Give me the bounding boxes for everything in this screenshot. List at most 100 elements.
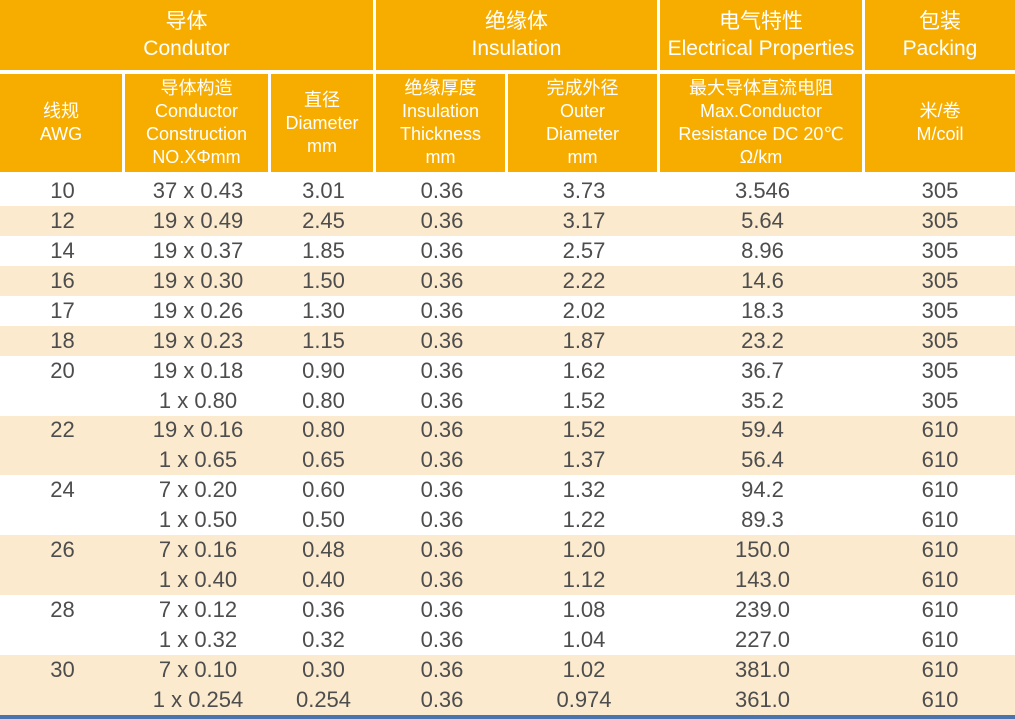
table-cell: 14 bbox=[50, 237, 75, 263]
table-cell: 0.36 bbox=[420, 686, 464, 712]
table-cell: 305 bbox=[921, 267, 959, 293]
table-cell: 227.0 bbox=[734, 627, 791, 653]
table-cell: 1 x 0.40 bbox=[158, 567, 238, 593]
table-cell: 0.36 bbox=[420, 237, 464, 263]
table-cell: 1.32 bbox=[562, 477, 606, 503]
table-cell: 1.08 bbox=[562, 597, 606, 623]
table-cell: 1.02 bbox=[562, 656, 606, 682]
table-cell: 0.36 bbox=[420, 477, 464, 503]
bottom-accent-bar bbox=[0, 715, 1015, 719]
table-cell: 5.64 bbox=[741, 207, 784, 233]
table-body: 10 37 x 0.43 3.01 0.36 3.73 3.546 305 12 19 x 0.… bbox=[0, 176, 1015, 715]
column-header-diameter: 直径 Diameter mm bbox=[271, 74, 373, 172]
table-cell: 1.30 bbox=[302, 297, 345, 323]
table-row: 26 7 x 0.16 0.48 0.36 1.20 150.0 610 bbox=[0, 535, 1015, 566]
table-row: 1 x 0.32 0.32 0.36 1.04 227.0 610 bbox=[0, 625, 1015, 655]
column-header-outer-diameter: 完成外径 Outer Diameter mm bbox=[508, 74, 657, 172]
table-cell: 1 x 0.32 bbox=[158, 627, 238, 653]
table-cell: 0.30 bbox=[302, 656, 345, 682]
table-cell: 59.4 bbox=[741, 417, 784, 443]
table-cell: 0.50 bbox=[302, 507, 345, 533]
table-cell: 610 bbox=[921, 656, 959, 682]
table-cell: 56.4 bbox=[741, 447, 784, 473]
table-cell: 0.36 bbox=[420, 417, 464, 443]
table-cell: 305 bbox=[921, 237, 959, 263]
table-cell: 0.974 bbox=[556, 686, 612, 712]
table-cell: 10 bbox=[50, 177, 75, 203]
table-cell: 2.45 bbox=[302, 207, 345, 233]
table-row: 28 7 x 0.12 0.36 0.36 1.08 239.0 610 bbox=[0, 595, 1015, 626]
column-header-construction: 导体构造 Conductor Construction NO.XΦmm bbox=[125, 74, 268, 172]
table-cell: 8.96 bbox=[741, 237, 784, 263]
table-row: 10 37 x 0.43 3.01 0.36 3.73 3.546 305 bbox=[0, 176, 1015, 206]
table-row: 1 x 0.40 0.40 0.36 1.12 143.0 610 bbox=[0, 565, 1015, 596]
group-header-electrical: 电气特性 Electrical Properties bbox=[660, 0, 862, 70]
table-cell: 0.40 bbox=[302, 567, 345, 593]
table-row: 16 19 x 0.30 1.50 0.36 2.22 14.6 305 bbox=[0, 265, 1015, 296]
table-cell: 3.73 bbox=[562, 177, 606, 203]
table-cell: 1 x 0.80 bbox=[158, 387, 238, 413]
table-cell: 30 bbox=[50, 656, 75, 682]
table-cell: 305 bbox=[921, 327, 959, 353]
table-row: 17 19 x 0.26 1.30 0.36 2.02 18.3 305 bbox=[0, 295, 1015, 326]
table-cell: 0.36 bbox=[420, 267, 464, 293]
table-row: 30 7 x 0.10 0.30 0.36 1.02 381.0 610 bbox=[0, 655, 1015, 685]
table-cell: 19 x 0.30 bbox=[152, 267, 244, 293]
table-cell: 1.22 bbox=[562, 507, 606, 533]
table-cell: 0.36 bbox=[420, 567, 464, 593]
table-cell: 23.2 bbox=[741, 327, 784, 353]
table-row: 24 7 x 0.20 0.60 0.36 1.32 94.2 610 bbox=[0, 475, 1015, 506]
table-cell: 381.0 bbox=[734, 656, 791, 682]
table-cell: 26 bbox=[50, 537, 75, 563]
table-cell: 1.15 bbox=[302, 327, 345, 353]
table-cell: 0.48 bbox=[302, 537, 345, 563]
table-cell: 305 bbox=[921, 207, 959, 233]
table-row: 1 x 0.254 0.254 0.36 0.974 361.0 610 bbox=[0, 684, 1015, 715]
table-cell: 14.6 bbox=[741, 267, 784, 293]
table-cell: 16 bbox=[50, 267, 75, 293]
table-cell: 1.20 bbox=[562, 537, 606, 563]
table-cell: 7 x 0.10 bbox=[158, 656, 238, 682]
table-cell: 3.01 bbox=[302, 177, 345, 203]
table-row: 18 19 x 0.23 1.15 0.36 1.87 23.2 305 bbox=[0, 325, 1015, 356]
table-cell: 305 bbox=[921, 297, 959, 323]
table-cell: 1.87 bbox=[562, 327, 606, 353]
table-cell: 7 x 0.16 bbox=[158, 537, 238, 563]
table-cell: 305 bbox=[921, 387, 959, 413]
table-cell: 143.0 bbox=[734, 567, 791, 593]
table-cell: 610 bbox=[921, 447, 959, 473]
table-cell: 610 bbox=[921, 417, 959, 443]
table-cell: 0.36 bbox=[420, 597, 464, 623]
table-cell: 0.36 bbox=[420, 447, 464, 473]
table-cell: 1.62 bbox=[562, 357, 606, 383]
table-row: 1 x 0.50 0.50 0.36 1.22 89.3 610 bbox=[0, 505, 1015, 536]
table-row: 20 19 x 0.18 0.90 0.36 1.62 36.7 305 bbox=[0, 355, 1015, 386]
column-header-row: 线规 AWG 导体构造 Conductor Construction NO.XΦ… bbox=[0, 74, 1015, 172]
group-header-insulation: 绝缘体 Insulation bbox=[376, 0, 657, 70]
group-header-row: 导体 Condutor 绝缘体 Insulation 电气特性 Electric… bbox=[0, 0, 1015, 70]
table-cell: 24 bbox=[50, 477, 75, 503]
table-cell: 94.2 bbox=[741, 477, 784, 503]
table-cell: 7 x 0.20 bbox=[158, 477, 238, 503]
table-cell: 1.12 bbox=[562, 567, 606, 593]
table-cell: 37 x 0.43 bbox=[152, 177, 244, 203]
table-cell: 610 bbox=[921, 597, 959, 623]
table-cell: 610 bbox=[921, 507, 959, 533]
table-cell: 2.22 bbox=[562, 267, 606, 293]
table-cell: 3.546 bbox=[734, 177, 791, 203]
column-header-awg: 线规 AWG bbox=[0, 74, 122, 172]
table-cell: 0.36 bbox=[420, 537, 464, 563]
column-header-thickness: 绝缘厚度 Insulation Thickness mm bbox=[376, 74, 505, 172]
table-cell: 0.36 bbox=[420, 656, 464, 682]
table-cell: 19 x 0.26 bbox=[152, 297, 244, 323]
table-cell: 35.2 bbox=[741, 387, 784, 413]
table-cell: 1.52 bbox=[562, 387, 606, 413]
table-cell: 19 x 0.16 bbox=[152, 417, 244, 443]
table-cell: 22 bbox=[50, 417, 75, 443]
table-cell: 610 bbox=[921, 537, 959, 563]
table-cell: 1.52 bbox=[562, 417, 606, 443]
table-cell: 305 bbox=[921, 357, 959, 383]
table-cell: 2.02 bbox=[562, 297, 606, 323]
table-cell: 610 bbox=[921, 477, 959, 503]
